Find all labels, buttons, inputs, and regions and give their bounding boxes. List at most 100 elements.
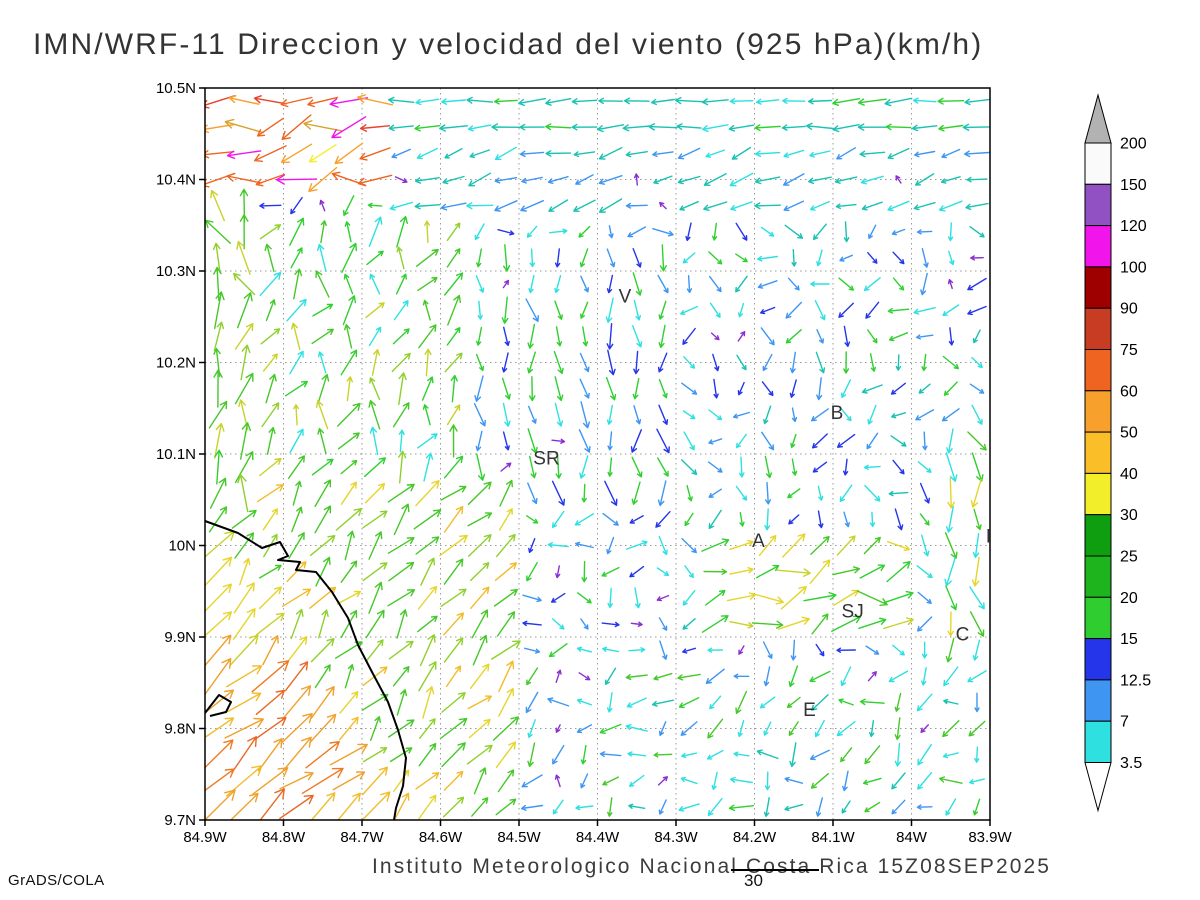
wind-arrow — [859, 698, 885, 706]
wind-arrow — [967, 277, 987, 291]
wind-arrow — [866, 432, 879, 450]
wind-arrow — [815, 643, 825, 657]
wind-arrow — [733, 673, 750, 679]
wind-arrow — [555, 326, 563, 347]
wind-arrow — [575, 174, 594, 185]
wind-arrow — [890, 382, 906, 395]
wind-arrow — [439, 534, 468, 557]
wind-arrow — [265, 373, 277, 404]
wind-arrow — [255, 173, 286, 187]
wind-arrow — [712, 353, 720, 372]
wind-arrow — [883, 590, 914, 604]
wind-arrow — [446, 327, 461, 346]
wind-arrow — [576, 724, 593, 734]
wind-arrow — [254, 145, 287, 162]
wind-arrow — [737, 331, 746, 342]
wind-arrow — [398, 450, 407, 484]
wind-arrow — [809, 200, 830, 211]
wind-arrow — [867, 252, 878, 264]
wind-arrow — [224, 118, 264, 134]
wind-arrow — [310, 638, 335, 663]
wind-arrow — [763, 666, 771, 687]
wind-arrow — [659, 201, 667, 210]
wind-arrow — [659, 640, 668, 660]
wind-arrow — [705, 589, 726, 606]
wind-arrow — [858, 617, 887, 629]
wind-arrow — [911, 124, 938, 132]
wind-arrow — [868, 224, 877, 239]
wind-arrow — [393, 300, 409, 321]
wind-arrow — [554, 774, 561, 788]
coastline — [205, 520, 407, 820]
wind-arrow — [492, 716, 519, 741]
wind-arrow — [843, 511, 850, 528]
wind-arrow — [369, 273, 381, 295]
wind-arrow — [757, 255, 779, 262]
wind-arrow — [447, 294, 461, 326]
wind-arrow — [475, 353, 485, 372]
wind-arrow — [205, 658, 232, 695]
wind-arrow — [630, 621, 643, 627]
wind-arrow — [627, 751, 647, 757]
wind-arrow — [710, 332, 720, 341]
wind-arrow — [920, 272, 928, 296]
wind-arrow — [554, 402, 564, 427]
wind-arrow — [969, 383, 985, 394]
wind-arrow — [728, 804, 755, 812]
wind-arrow — [361, 693, 389, 711]
wind-arrow — [648, 123, 678, 131]
wind-arrow — [633, 350, 640, 375]
wind-arrow — [518, 97, 547, 107]
wind-arrow — [446, 248, 461, 268]
wind-arrow — [317, 243, 327, 272]
wind-arrow — [580, 301, 589, 319]
wind-arrow — [239, 557, 251, 586]
colorbar-tick-label: 50 — [1120, 425, 1138, 442]
wind-arrow — [467, 512, 493, 527]
wind-arrow — [945, 798, 957, 816]
wind-arrow — [226, 150, 262, 160]
wind-arrow — [521, 774, 543, 788]
wind-arrow — [226, 172, 262, 184]
wind-arrow — [261, 402, 280, 428]
wind-arrow — [709, 275, 722, 293]
wind-arrow — [552, 618, 565, 630]
wind-arrow — [974, 746, 980, 763]
wind-arrow — [729, 621, 754, 629]
wind-arrow — [548, 643, 568, 658]
wind-arrow — [962, 123, 990, 131]
wind-arrow — [393, 503, 410, 536]
wind-arrow — [545, 123, 572, 131]
wind-arrow — [861, 384, 883, 394]
wind-arrow — [681, 459, 698, 475]
wind-arrow — [913, 202, 936, 211]
wind-arrow — [415, 772, 440, 790]
wind-arrow — [521, 176, 543, 184]
wind-arrow — [628, 647, 646, 653]
wind-arrow — [208, 506, 228, 533]
wind-arrow — [552, 510, 565, 528]
wind-arrow — [652, 151, 674, 158]
wind-arrow — [891, 799, 906, 815]
wind-arrow — [970, 478, 982, 508]
wind-arrow — [682, 410, 696, 420]
wind-arrow — [607, 457, 613, 477]
wind-arrow — [945, 637, 955, 663]
chart-title: IMN/WRF-11 Direccion y velocidad del vie… — [33, 28, 984, 61]
wind-arrow — [809, 559, 831, 584]
wind-arrow — [682, 590, 696, 606]
wind-arrow — [419, 718, 436, 739]
wind-arrow — [443, 558, 464, 585]
wind-arrow — [307, 96, 339, 108]
wind-arrow — [315, 556, 331, 587]
wind-arrow — [210, 189, 225, 222]
wind-arrow — [782, 97, 806, 104]
wind-arrow — [967, 670, 987, 683]
wind-arrow — [367, 202, 383, 209]
station-label: SR — [533, 449, 559, 470]
colorbar-segment — [1084, 390, 1112, 433]
wind-arrow — [629, 515, 644, 524]
wind-arrow — [736, 433, 747, 449]
wind-arrow — [762, 353, 773, 372]
wind-arrow — [602, 512, 619, 526]
